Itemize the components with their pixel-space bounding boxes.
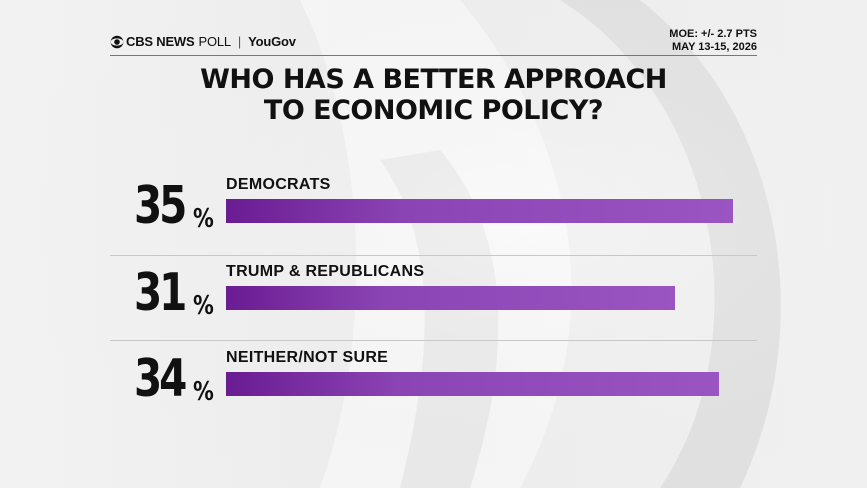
row-divider [110,340,757,341]
bar-row-neither-not-sure: 34 % NEITHER/NOT SURE [110,343,757,423]
bar-democrats [226,199,733,223]
brand-poll: POLL [198,34,231,49]
bar-row-trump-republicans: 31 % TRUMP & REPUBLICANS [110,257,757,337]
bar-value-unit: % [193,377,214,407]
bar-value-number: 35 [134,176,187,236]
header-divider [110,55,757,56]
bar-trump-republicans [226,286,675,310]
bar-value-unit: % [193,204,214,234]
bar-value-unit: % [193,291,214,321]
bar-value-trump-republicans: 31 % [134,266,219,320]
poll-meta: MOE: +/- 2.7 PTS MAY 13-15, 2026 [669,28,757,54]
bar-value-number: 34 [134,349,187,409]
bar-value-number: 31 [134,263,187,323]
brand-name: CBS NEWS [126,34,195,49]
bar-value-democrats: 35 % [134,179,219,233]
margin-of-error: MOE: +/- 2.7 PTS [669,28,757,40]
bar-label-democrats: DEMOCRATS [226,176,331,193]
bar-label-trump-republicans: TRUMP & REPUBLICANS [226,263,425,280]
chart-title-line-2: TO ECONOMIC POLICY? [263,95,604,126]
poll-dates: MAY 13-15, 2026 [671,41,757,53]
chart-title: WHO HAS A BETTER APPROACH TO ECONOMIC PO… [110,64,757,126]
row-divider [110,255,757,256]
partner-name: YouGov [248,34,296,49]
brand-separator: | [237,34,242,49]
bar-value-neither-not-sure: 34 % [134,352,219,406]
bar-row-democrats: 35 % DEMOCRATS [110,170,757,250]
cbs-eye-icon [110,35,124,48]
poll-branding: CBS NEWS POLL | YouGov [110,34,296,49]
chart-title-line-1: WHO HAS A BETTER APPROACH [200,64,667,95]
bar-label-neither-not-sure: NEITHER/NOT SURE [226,349,389,366]
bar-neither-not-sure [226,372,719,396]
